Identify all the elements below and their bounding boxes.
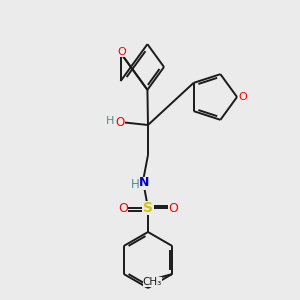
Text: N: N: [139, 176, 149, 190]
Text: O: O: [238, 92, 247, 102]
Text: CH₃: CH₃: [142, 277, 162, 287]
Text: H: H: [106, 116, 114, 126]
Text: O: O: [168, 202, 178, 214]
Text: O: O: [118, 202, 128, 214]
Text: H: H: [130, 178, 140, 190]
Text: S: S: [143, 201, 153, 215]
Text: O: O: [116, 116, 124, 128]
Text: O: O: [117, 47, 126, 57]
